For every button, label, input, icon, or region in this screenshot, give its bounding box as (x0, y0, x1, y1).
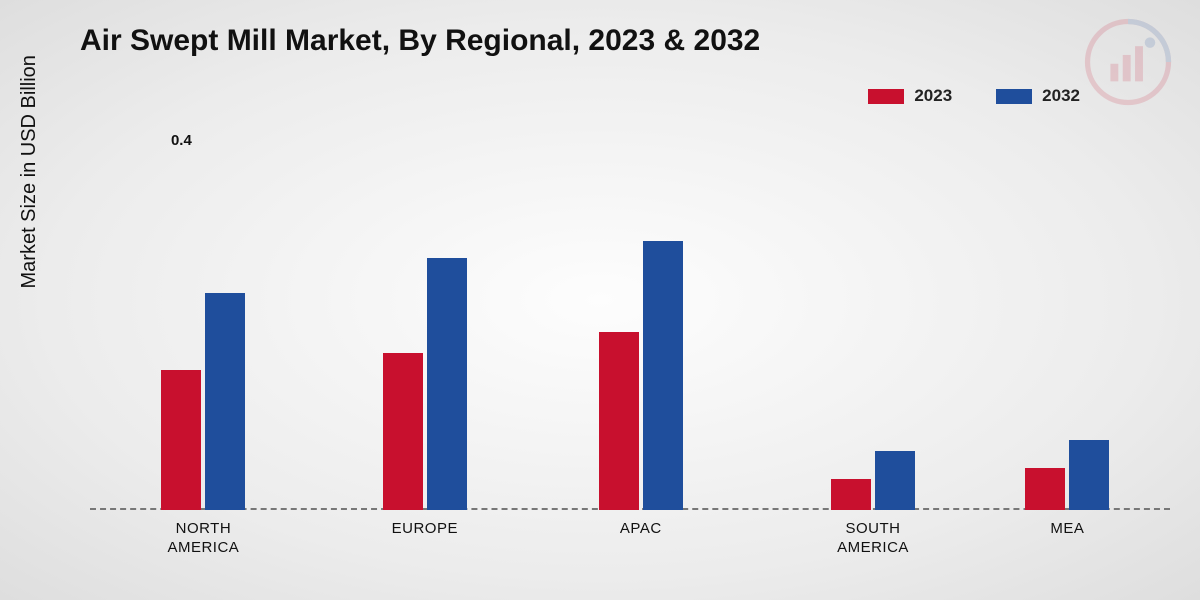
bar-group-north-america: 0.4 NORTH AMERICA (161, 293, 245, 510)
bar-2023-mea (1025, 468, 1065, 510)
x-axis-label-europe: EUROPE (392, 520, 458, 539)
bar-2023-europe (383, 353, 423, 511)
legend-swatch-2032 (996, 89, 1032, 104)
bar-2032-south-america (875, 451, 915, 511)
bar-group-europe: EUROPE (383, 258, 467, 510)
watermark-logo-icon (1084, 18, 1172, 106)
chart-title: Air Swept Mill Market, By Regional, 2023… (80, 24, 760, 58)
x-axis-label-apac: APAC (620, 520, 662, 539)
bar-2023-south-america (831, 479, 871, 511)
bar-2032-north-america (205, 293, 245, 510)
legend-item-2032: 2032 (996, 86, 1080, 106)
y-axis-label: Market Size in USD Billion (18, 55, 41, 288)
bar-2023-north-america (161, 370, 201, 510)
legend-item-2023: 2023 (868, 86, 952, 106)
legend-label-2032: 2032 (1042, 86, 1080, 106)
bar-2032-mea (1069, 440, 1109, 510)
x-axis-label-mea: MEA (1050, 520, 1084, 539)
legend-swatch-2023 (868, 89, 904, 104)
bar-group-south-america: SOUTH AMERICA (831, 451, 915, 511)
bar-group-apac: APAC (599, 241, 683, 511)
bar-value-label: 0.4 (171, 132, 192, 149)
bar-2023-apac (599, 332, 639, 511)
bar-group-mea: MEA (1025, 440, 1109, 510)
plot-area: 0.4 NORTH AMERICA EUROPE APAC SOUTH AMER… (90, 160, 1170, 510)
x-axis-label-north-america: NORTH AMERICA (167, 520, 239, 558)
legend: 2023 2032 (868, 86, 1080, 106)
chart-container: Air Swept Mill Market, By Regional, 2023… (0, 0, 1200, 600)
legend-label-2023: 2023 (914, 86, 952, 106)
x-axis-label-south-america: SOUTH AMERICA (837, 520, 909, 558)
bar-2032-europe (427, 258, 467, 510)
bar-2032-apac (643, 241, 683, 511)
